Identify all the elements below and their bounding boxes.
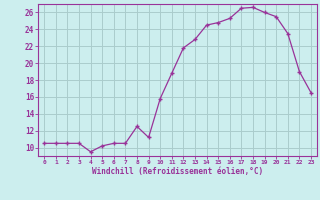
X-axis label: Windchill (Refroidissement éolien,°C): Windchill (Refroidissement éolien,°C) [92,167,263,176]
